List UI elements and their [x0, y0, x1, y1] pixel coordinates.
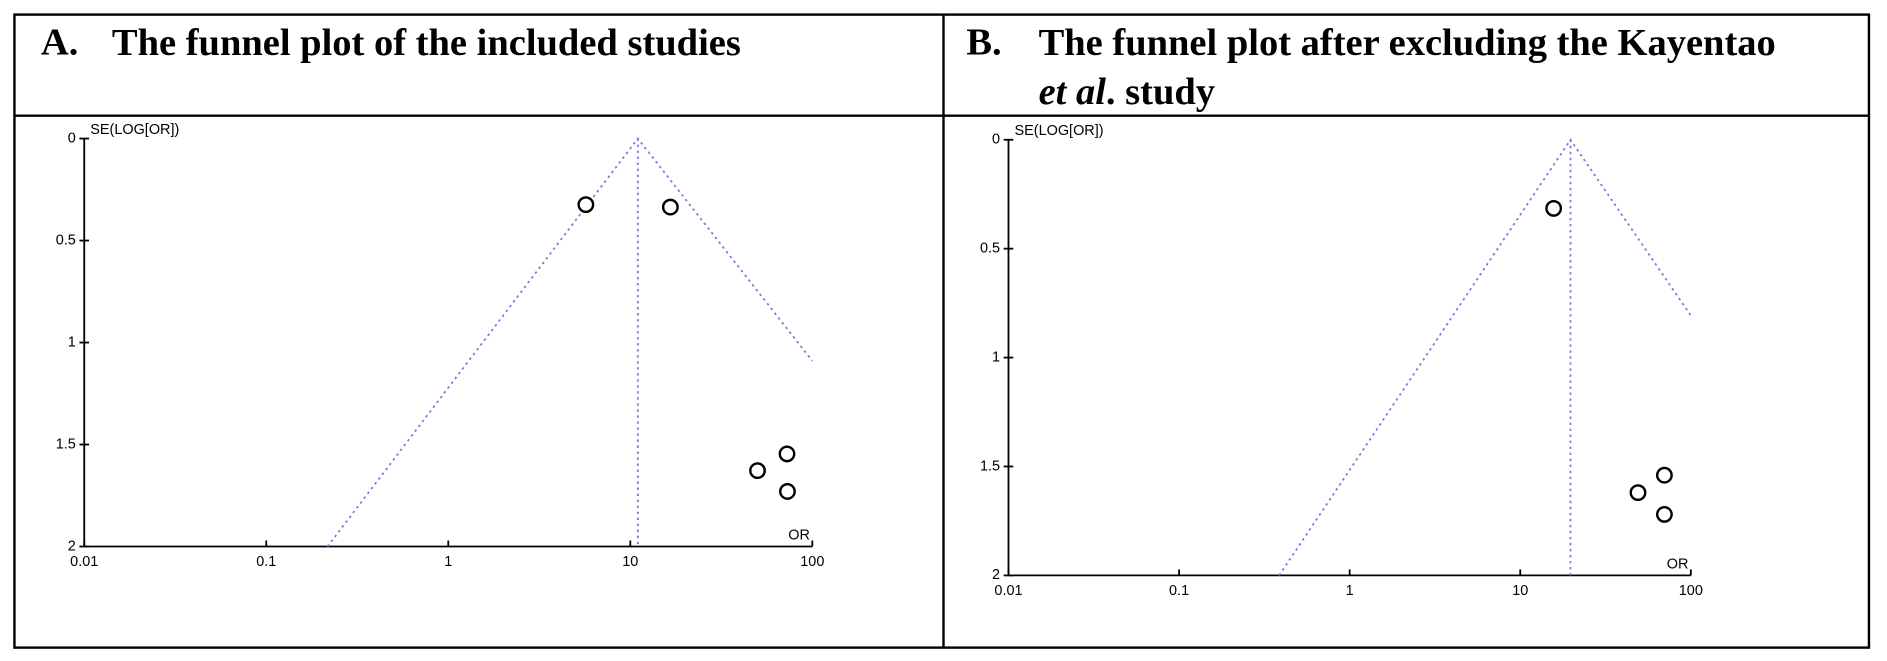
study-point	[779, 483, 796, 500]
x-tick-label: 100	[800, 554, 824, 570]
funnel-line	[326, 137, 814, 548]
study-point	[1545, 199, 1563, 217]
y-tick-label: 2	[992, 567, 1000, 583]
y-tick-label: 2	[68, 538, 76, 554]
y-tick-label: 1	[992, 349, 1000, 365]
x-tick-label: 0.01	[994, 583, 1022, 599]
study-point	[749, 462, 766, 480]
y-tick-label: 1.5	[980, 458, 1000, 474]
title-part: The funnel plot after excluding the Kaye…	[1039, 22, 1776, 64]
y-tick-label: 1.5	[56, 436, 76, 452]
chart-title: The funnel plot of the included studies	[112, 22, 741, 64]
title-part: . study	[1106, 71, 1215, 113]
x-tick-label: 1	[444, 554, 452, 570]
title-part: The funnel plot of the included studies	[112, 22, 741, 64]
panel-label: A.	[41, 22, 78, 64]
y-tick-label: 0	[992, 132, 1000, 148]
x-tick-label: 1	[1346, 583, 1354, 599]
x-tick-label: 10	[1512, 583, 1528, 599]
x-tick-label: 0.1	[1169, 583, 1189, 599]
y-axis-label: SE(LOG[OR])	[1015, 123, 1104, 139]
y-axis-label: SE(LOG[OR])	[90, 122, 179, 138]
y-tick-label: 1	[68, 334, 76, 350]
study-point	[661, 198, 679, 216]
funnel-line	[1278, 138, 1692, 576]
x-axis-label: OR	[1667, 556, 1689, 572]
x-tick-label: 10	[622, 554, 638, 570]
chart-title: et al. study	[1039, 71, 1216, 113]
x-axis-label: OR	[788, 527, 810, 543]
title-part: et al	[1039, 71, 1107, 113]
y-tick-label: 0	[68, 130, 76, 146]
panel-label: B.	[966, 22, 1001, 64]
chart-title: The funnel plot after excluding the Kaye…	[1039, 22, 1776, 64]
study-point	[778, 445, 796, 463]
y-tick-label: 0.5	[56, 232, 76, 248]
x-tick-label: 0.01	[70, 554, 98, 570]
study-point	[1629, 484, 1647, 502]
x-tick-label: 100	[1679, 583, 1703, 599]
study-point	[577, 196, 595, 214]
x-tick-label: 0.1	[256, 554, 276, 570]
study-point	[1655, 466, 1673, 484]
frame	[13, 13, 1871, 649]
study-point	[1655, 505, 1673, 523]
y-tick-label: 0.5	[980, 240, 1000, 256]
